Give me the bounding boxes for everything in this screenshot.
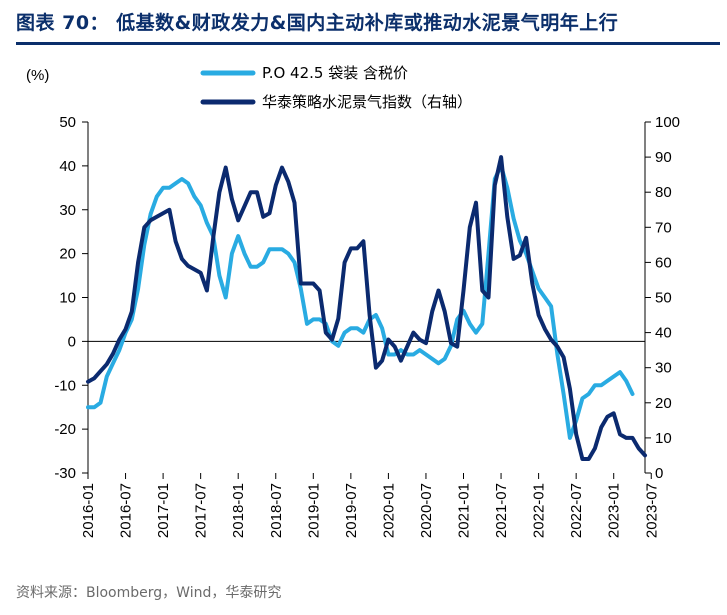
left-axis-tick-label: 10	[59, 290, 76, 307]
right-axis-tick-label: 50	[655, 290, 672, 307]
left-axis-tick-label: 50	[59, 114, 76, 131]
legend: P.O 42.5 袋装 含税价 华泰策略水泥景气指数（右轴）	[200, 64, 472, 111]
right-axis-tick-label: 40	[655, 325, 672, 342]
x-axis-tick-label: 2019-01	[305, 483, 322, 538]
x-axis-tick-label: 2017-07	[193, 483, 210, 538]
x-axis-tick-label: 2021-07	[493, 483, 510, 538]
left-axis-tick-label: -30	[54, 465, 76, 482]
right-axis-tick-label: 100	[655, 114, 680, 131]
right-axis-tick-label: 20	[655, 395, 672, 412]
left-axis-tick-label: -10	[54, 377, 76, 394]
right-axis-tick-label: 60	[655, 254, 672, 271]
x-axis-tick-label: 2016-07	[118, 483, 135, 538]
axes-layer: -30 -20 -10 0 10 20 30 40 50 0 10 20 30 40 50 60 70 80 90 1…	[54, 114, 680, 538]
series-line-2	[86, 155, 647, 461]
right-axis-tick-label: 70	[655, 219, 672, 236]
right-axis-tick-label: 90	[655, 149, 672, 166]
legend-label-index: 华泰策略水泥景气指数（右轴）	[262, 93, 472, 111]
left-axis-tick-label: 40	[59, 158, 76, 175]
x-axis-tick-label: 2021-01	[456, 483, 473, 538]
x-axis-tick-label: 2023-01	[606, 483, 623, 538]
x-axis-tick-label: 2018-01	[230, 483, 247, 538]
left-axis-tick-label: -20	[54, 421, 76, 438]
right-axis-tick-label: 80	[655, 184, 672, 201]
source-note: 资料来源：Bloomberg，Wind，华泰研究	[16, 585, 282, 601]
left-axis-tick-label: 0	[68, 333, 76, 350]
right-axis-tick-label: 10	[655, 430, 672, 447]
x-axis-tick-label: 2019-07	[343, 483, 360, 538]
right-axis-tick-label: 0	[655, 465, 663, 482]
legend-label-po425: P.O 42.5 袋装 含税价	[262, 64, 408, 82]
series-line-1	[86, 163, 635, 440]
x-axis-tick-label: 2022-07	[568, 483, 585, 538]
left-axis-tick-label: 30	[59, 202, 76, 219]
left-axis-tick-label: 20	[59, 246, 76, 263]
right-axis-tick-label: 30	[655, 360, 672, 377]
x-axis-tick-label: 2016-01	[80, 483, 97, 538]
title-underline	[16, 42, 720, 45]
x-axis-tick-label: 2018-07	[268, 483, 285, 538]
unit-label: (%)	[26, 67, 49, 84]
x-axis-tick-label: 2020-07	[418, 483, 435, 538]
x-axis-tick-label: 2017-01	[155, 483, 172, 538]
chart-title: 图表 70： 低基数&财政发力&国内主动补库或推动水泥景气明年上行	[16, 12, 619, 34]
series-layer	[86, 155, 647, 461]
x-axis-tick-label: 2022-01	[531, 483, 548, 538]
x-axis-tick-label: 2023-07	[643, 483, 660, 538]
x-axis-tick-label: 2020-01	[380, 483, 397, 538]
